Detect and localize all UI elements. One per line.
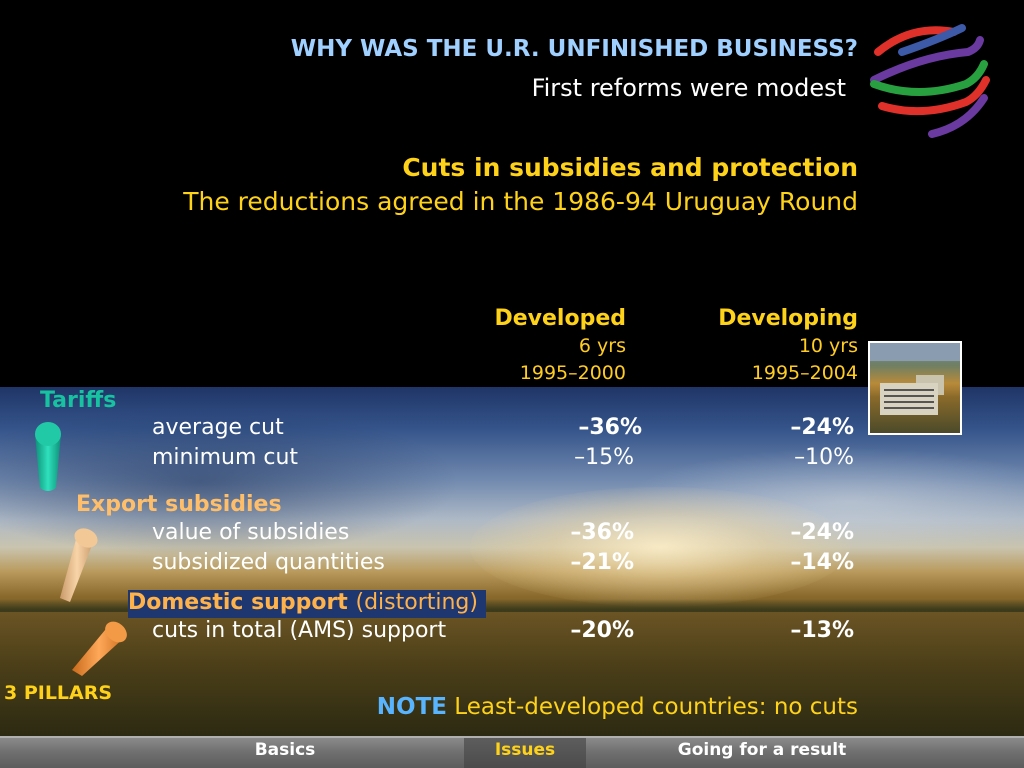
value-subsidies-developing: –24%: [790, 520, 854, 545]
developed-years: 6 yrs: [578, 335, 626, 357]
domestic-pillar-icon: [72, 621, 127, 676]
note-keyword: NOTE: [376, 694, 447, 720]
value-minimum-cut-developing: –10%: [794, 445, 854, 470]
tariffs-pillar-icon: [35, 422, 61, 491]
row-label-subsidized-quantities: subsidized quantities: [152, 550, 385, 575]
domestic-support-label: Domestic support: [128, 590, 348, 615]
nav-issues[interactable]: Issues: [464, 738, 586, 768]
value-minimum-cut-developed: –15%: [574, 445, 634, 470]
section-label-domestic-support: Domestic support (distorting): [128, 590, 486, 618]
value-ams-developing: –13%: [790, 618, 854, 643]
value-ams-developed: –20%: [570, 618, 634, 643]
column-header-developing: Developing: [718, 306, 858, 331]
note-text: Least-developed countries: no cuts: [454, 694, 858, 720]
section-label-export-subsidies: Export subsidies: [76, 492, 282, 517]
row-label-average-cut: average cut: [152, 415, 284, 440]
section-label-tariffs: Tariffs: [40, 388, 117, 413]
column-header-developed: Developed: [494, 306, 626, 331]
bottom-nav-bar: Basics Issues Going for a result: [0, 736, 1024, 768]
value-quantities-developed: –21%: [570, 550, 634, 575]
domestic-support-qualifier: (distorting): [355, 590, 478, 615]
developed-period: 1995–2000: [519, 362, 626, 384]
value-average-cut-developed: –36%: [578, 415, 642, 440]
row-label-value-of-subsidies: value of subsidies: [152, 520, 350, 545]
pillars-label: 3 PILLARS: [4, 682, 113, 704]
export-pillar-icon: [60, 528, 98, 602]
developing-years: 10 yrs: [798, 335, 858, 357]
value-quantities-developing: –14%: [790, 550, 854, 575]
developing-period: 1995–2004: [751, 362, 858, 384]
value-subsidies-developed: –36%: [570, 520, 634, 545]
nav-going-for-a-result[interactable]: Going for a result: [677, 740, 847, 760]
wto-logo: [870, 24, 990, 138]
row-label-minimum-cut: minimum cut: [152, 445, 299, 470]
round-description: The reductions agreed in the 1986-94 Uru…: [183, 187, 858, 216]
value-average-cut-developing: –24%: [790, 415, 854, 440]
slide-title: WHY WAS THE U.R. UNFINISHED BUSINESS?: [290, 36, 858, 62]
note-line: NOTE Least-developed countries: no cuts: [377, 694, 858, 720]
row-label-ams-support: cuts in total (AMS) support: [152, 618, 447, 643]
nav-basics[interactable]: Basics: [254, 740, 316, 760]
building-photo: [868, 341, 962, 435]
slide-subtitle: First reforms were modest: [531, 74, 846, 102]
cuts-heading: Cuts in subsidies and protection: [402, 153, 858, 182]
